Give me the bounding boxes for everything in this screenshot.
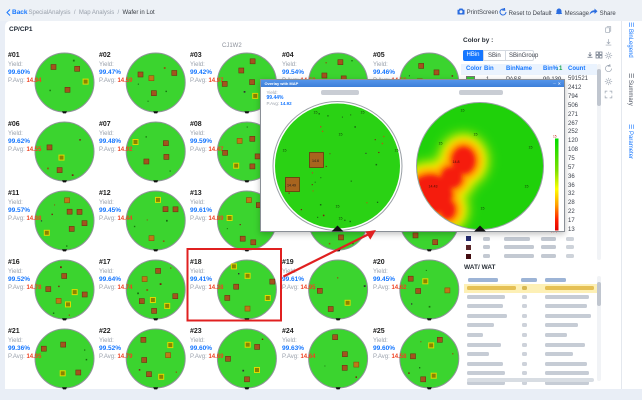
svg-text:14.49: 14.49 <box>287 183 296 187</box>
svg-text:15: 15 <box>394 148 398 152</box>
svg-text:15: 15 <box>338 216 342 220</box>
svg-text:15: 15 <box>528 145 532 149</box>
svg-text:15: 15 <box>480 206 484 210</box>
svg-text:15: 15 <box>460 108 464 112</box>
svg-text:15: 15 <box>282 148 286 152</box>
svg-text:15: 15 <box>524 184 528 188</box>
svg-text:15: 15 <box>360 110 364 114</box>
svg-text:15: 15 <box>553 134 557 138</box>
svg-text:15: 15 <box>313 110 317 114</box>
svg-text:15: 15 <box>473 132 477 136</box>
svg-text:14.6: 14.6 <box>312 159 319 163</box>
svg-text:14.43: 14.43 <box>428 184 437 188</box>
svg-text:14.4: 14.4 <box>551 232 557 233</box>
svg-text:15: 15 <box>438 141 442 145</box>
svg-text:15: 15 <box>338 132 342 136</box>
svg-text:15: 15 <box>335 204 339 208</box>
svg-text:14.8: 14.8 <box>452 160 459 164</box>
